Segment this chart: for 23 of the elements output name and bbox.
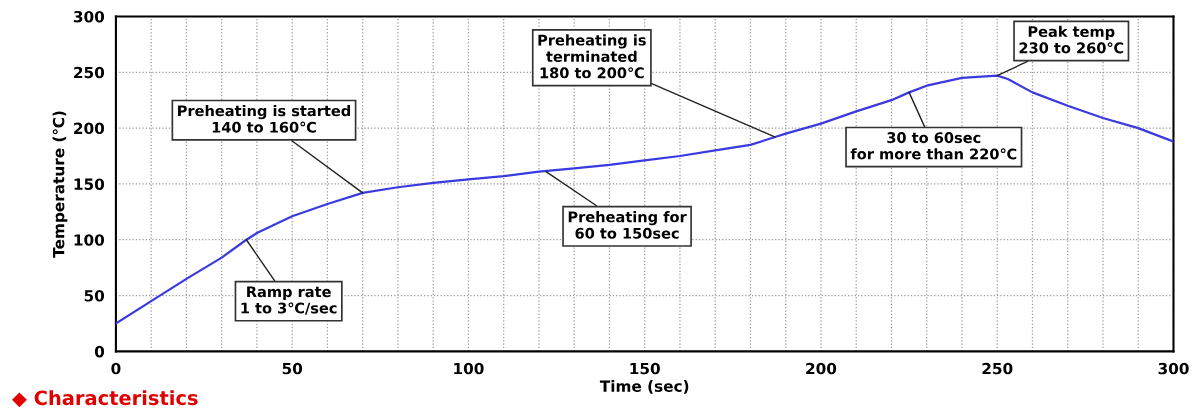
- annotation: Peak temp 230 to 260℃: [1019, 25, 1124, 54]
- text: ◆ Characteristics: [12, 390, 198, 408]
- x-axis-title: Time (sec): [599, 380, 689, 394]
- annotation: Preheating is terminated 180 to 200℃: [538, 34, 646, 79]
- x-tick-label: 250: [982, 362, 1013, 375]
- y-tick-label: 150: [74, 178, 105, 190]
- x-tick-label: 50: [282, 362, 303, 375]
- y-axis-title: Temperature (℃): [52, 111, 68, 258]
- y-tick-label: 250: [74, 66, 105, 79]
- annotation: Preheating for 60 to 150sec: [568, 211, 687, 239]
- annotation: Preheating is started 140 to 160℃: [178, 105, 350, 133]
- annotation: Ramp rate 1 to 3℃/sec: [241, 286, 337, 315]
- y-tick-label: 300: [73, 10, 105, 23]
- y-tick-label: 50: [84, 290, 105, 302]
- x-tick-label: 150: [630, 362, 660, 375]
- annotation: 30 to 60sec for more than 220℃: [850, 132, 1017, 160]
- y-tick-label: 0: [94, 345, 105, 358]
- x-tick-label: 0: [111, 362, 121, 375]
- y-tick-label: 200: [74, 122, 105, 135]
- y-tick-label: 100: [74, 234, 105, 246]
- x-tick-label: 300: [1158, 362, 1189, 375]
- x-tick-label: 200: [806, 362, 837, 375]
- x-tick-label: 100: [454, 362, 484, 375]
